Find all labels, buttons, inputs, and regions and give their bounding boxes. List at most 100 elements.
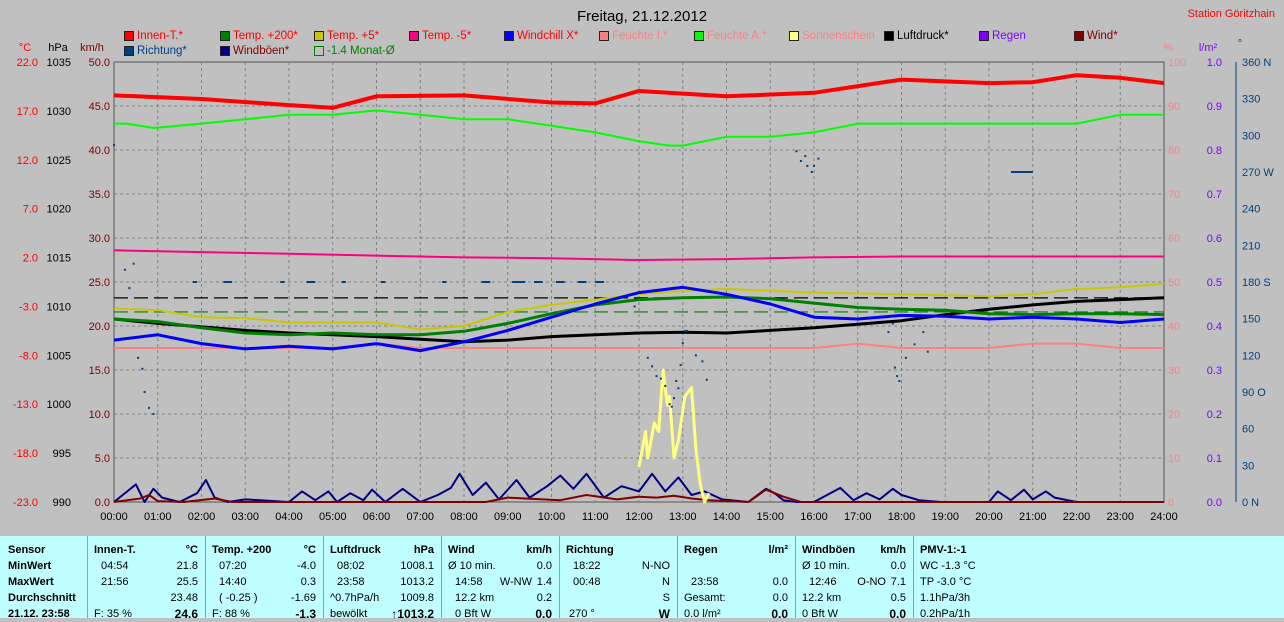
stats-richtung-min-value: N-NO bbox=[641, 560, 670, 572]
percent-tick-label: 10 bbox=[1168, 453, 1180, 465]
stats-boeen-distance: 12.2 km bbox=[802, 592, 842, 604]
legend-swatch bbox=[789, 31, 799, 41]
kmh-tick-label: 45.0 bbox=[89, 101, 110, 113]
stats-pmv-trend-3h: 1.1hPa/3h bbox=[920, 592, 971, 604]
celsius-tick-label: 22.0 bbox=[17, 57, 38, 69]
x-tick-label: 13:00 bbox=[669, 511, 697, 523]
hpa-tick-label: 1010 bbox=[47, 301, 71, 313]
x-tick-label: 01:00 bbox=[144, 511, 172, 523]
richtung-point bbox=[679, 364, 682, 367]
stats-richtung-current: W bbox=[658, 607, 670, 621]
richtung-point bbox=[813, 164, 815, 167]
stats-col-luftdruck: Luftdruck hPa 08:02 1008.1 23:58 1013.2 ^0.… bbox=[323, 536, 442, 621]
hpa-tick-label: 1035 bbox=[47, 57, 71, 69]
hpa-tick-label: 1030 bbox=[47, 106, 71, 118]
kmh-axis-header: km/h bbox=[80, 42, 104, 54]
stats-luftdruck-header: Luftdruck bbox=[330, 544, 381, 556]
richtung-point bbox=[893, 366, 896, 369]
celsius-tick-label: -3.0 bbox=[19, 301, 38, 313]
richtung-point bbox=[659, 377, 662, 380]
legend-item-luftdruck: Luftdruck* bbox=[884, 30, 949, 42]
stats-regen-total-value: 0.0 bbox=[772, 592, 788, 604]
kmh-tick-label: 35.0 bbox=[89, 189, 110, 201]
x-tick-label: 03:00 bbox=[231, 511, 259, 523]
series-innen-t bbox=[113, 73, 1165, 110]
plot-area: 22.0 17.0 12.0 7.0 2.0 -3.0 -8.0 -13.0 -18.0 -23.… bbox=[13, 57, 1274, 523]
richtung-point bbox=[922, 331, 925, 334]
stats-col-innen: Innen-T. °C 04:54 21.8 21:56 25.5 23.48 F: … bbox=[87, 536, 206, 621]
stats-luftdruck-max-time: 23:58 bbox=[337, 576, 365, 588]
stats-regen-max-value: 0.0 bbox=[772, 576, 788, 588]
legend-swatch bbox=[884, 31, 894, 41]
richtung-point bbox=[655, 375, 658, 378]
percent-tick-label: 40 bbox=[1168, 321, 1180, 333]
legend-swatch bbox=[1074, 31, 1084, 41]
stats-innen-min-value: 21.8 bbox=[176, 560, 198, 572]
deg-tick-label: 30 bbox=[1242, 460, 1254, 472]
hpa-axis-header: hPa bbox=[48, 42, 68, 54]
richtung-point bbox=[677, 387, 680, 390]
legend-item-wind: Wind* bbox=[1074, 30, 1118, 42]
x-tick-label: 10:00 bbox=[538, 511, 566, 523]
stats-regen-current: 0.0 bbox=[771, 607, 788, 621]
stats-innen-header: Innen-T. bbox=[94, 544, 136, 556]
lm2-tick-label: 0.5 bbox=[1207, 277, 1222, 289]
richtung-point bbox=[148, 406, 150, 409]
stats-boeen-bft: 0 Bft W bbox=[802, 608, 839, 620]
stats-luftdruck-unit: hPa bbox=[413, 544, 434, 556]
deg-tick-label: 300 bbox=[1242, 130, 1260, 142]
hpa-tick-label: 995 bbox=[53, 448, 71, 460]
lm2-tick-label: 0.4 bbox=[1207, 321, 1222, 333]
stats-timestamp: 21.12. 23:58 bbox=[8, 608, 70, 620]
stats-richtung-max-time: 00:48 bbox=[573, 576, 601, 588]
richtung-point bbox=[141, 367, 144, 370]
richtung-point bbox=[670, 405, 673, 408]
hpa-tick-label: 1005 bbox=[47, 350, 71, 362]
kmh-tick-label: 40.0 bbox=[89, 145, 110, 157]
legend-item-sonnenschein: Sonnenschein bbox=[789, 30, 875, 42]
legend-label: Temp. -5* bbox=[422, 30, 472, 42]
x-tick-label: 02:00 bbox=[188, 511, 216, 523]
percent-tick-label: 100 bbox=[1168, 57, 1186, 69]
series-temp-5 bbox=[113, 282, 1165, 331]
deg-tick-label: 0 N bbox=[1242, 497, 1259, 509]
chart-title: Freitag, 21.12.2012 bbox=[577, 8, 707, 25]
celsius-tick-label: -23.0 bbox=[13, 497, 38, 509]
x-tick-label: 12:00 bbox=[625, 511, 653, 523]
kmh-tick-label: 15.0 bbox=[89, 365, 110, 377]
legend-label: Luftdruck* bbox=[897, 30, 949, 42]
stats-pmv-header: PMV-1:-1 bbox=[920, 544, 967, 556]
stats-wind-mean-value: 0.2 bbox=[536, 592, 552, 604]
hpa-tick-label: 990 bbox=[53, 497, 71, 509]
series-temp-200 bbox=[113, 295, 1165, 337]
legend-item-feuchte-a: Feuchte A.* bbox=[694, 30, 766, 42]
richtung-point bbox=[896, 375, 899, 378]
stats-regen-max-time: 23:58 bbox=[691, 576, 719, 588]
stats-regen-total-label: Gesamt: bbox=[684, 592, 726, 604]
legend-label: Windböen* bbox=[233, 45, 290, 57]
kmh-tick-label: 5.0 bbox=[95, 453, 110, 465]
stats-innen-min-time: 04:54 bbox=[101, 560, 129, 572]
x-tick-label: 04:00 bbox=[275, 511, 303, 523]
legend-swatch bbox=[694, 31, 704, 41]
deg-tick-label: 120 bbox=[1242, 350, 1260, 362]
stats-temp200-current: -1.3 bbox=[295, 607, 316, 621]
x-tick-label: 18:00 bbox=[888, 511, 916, 523]
legend-swatch bbox=[409, 31, 419, 41]
legend-swatch bbox=[979, 31, 989, 41]
deg-tick-label: 150 bbox=[1242, 314, 1260, 326]
richtung-point bbox=[926, 350, 929, 353]
stats-innen-max-value: 25.5 bbox=[176, 576, 198, 588]
stats-temp200-max-time: 14:40 bbox=[219, 576, 247, 588]
lm2-tick-label: 1.0 bbox=[1207, 57, 1222, 69]
stats-col-regen: Regen l/m² 23:58 0.0 Gesamt: 0.0 0.0 l/m² 0.… bbox=[677, 536, 796, 621]
lm2-tick-label: 0.2 bbox=[1207, 409, 1222, 421]
legend-label: Sonnenschein bbox=[802, 30, 875, 42]
stats-wind-max-time: 14:58 bbox=[455, 576, 483, 588]
stats-wind-current: 0.0 bbox=[535, 607, 552, 621]
lm2-tick-label: 0.1 bbox=[1207, 453, 1222, 465]
x-tick-label: 17:00 bbox=[844, 511, 872, 523]
legend-item-innen-t: Innen-T.* bbox=[124, 30, 183, 42]
stats-richtung-header: Richtung bbox=[566, 544, 614, 556]
deg-tick-label: 90 O bbox=[1242, 387, 1266, 399]
